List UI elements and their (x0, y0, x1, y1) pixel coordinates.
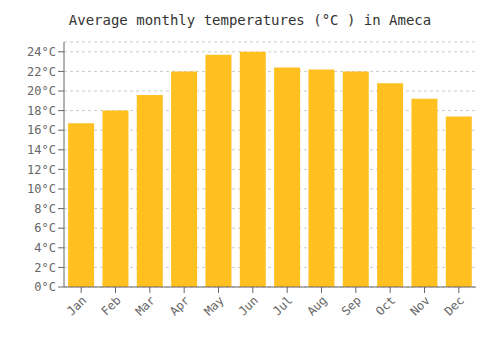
svg-text:Oct: Oct (373, 293, 398, 318)
svg-text:6°C: 6°C (34, 221, 56, 235)
svg-text:Mar: Mar (133, 293, 158, 318)
svg-text:8°C: 8°C (34, 202, 56, 216)
svg-text:14°C: 14°C (27, 143, 56, 157)
svg-text:Dec: Dec (442, 293, 467, 318)
svg-text:16°C: 16°C (27, 123, 56, 137)
svg-text:4°C: 4°C (34, 241, 56, 255)
svg-text:Aug: Aug (304, 293, 329, 318)
svg-text:Sep: Sep (339, 293, 364, 318)
svg-text:Jun: Jun (236, 293, 261, 318)
svg-text:20°C: 20°C (27, 84, 56, 98)
svg-text:2°C: 2°C (34, 261, 56, 275)
svg-text:18°C: 18°C (27, 104, 56, 118)
svg-text:Nov: Nov (407, 293, 432, 318)
svg-text:12°C: 12°C (27, 163, 56, 177)
svg-text:Jul: Jul (270, 293, 295, 318)
html-text:Average monthly temperatures (: Average monthly temperatures (°C ) in Am… (68, 12, 432, 28)
svg-text:24°C: 24°C (27, 45, 56, 59)
svg-text:22°C: 22°C (27, 65, 56, 79)
svg-text:10°C: 10°C (27, 182, 56, 196)
svg-text:Jan: Jan (64, 293, 89, 318)
svg-text:May: May (201, 293, 226, 318)
svg-text:0°C: 0°C (34, 280, 56, 294)
svg-text:Feb: Feb (98, 293, 123, 318)
svg-text:Apr: Apr (167, 293, 192, 318)
